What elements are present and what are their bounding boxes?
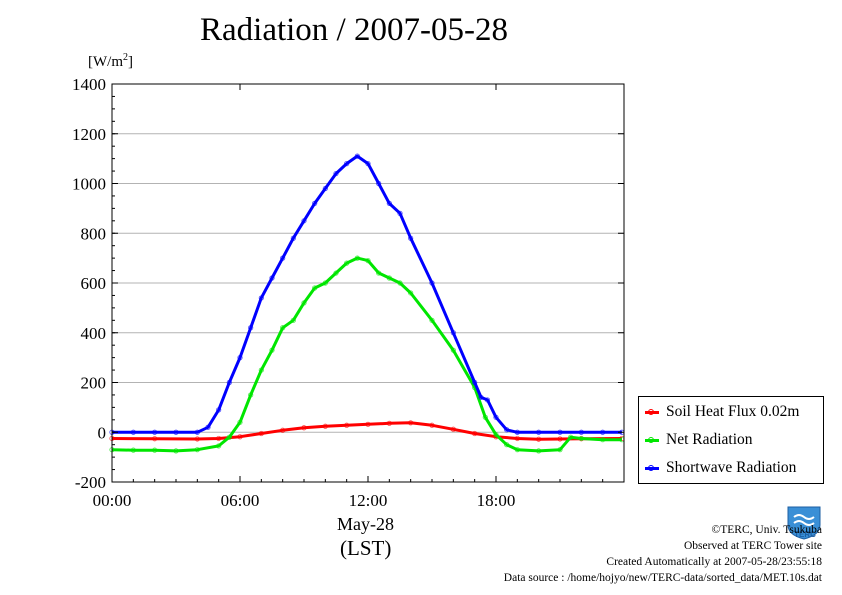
line-net-radiation xyxy=(111,256,622,453)
x-tick-label: 12:00 xyxy=(349,491,388,510)
y-tick-label: 1000 xyxy=(72,175,106,194)
legend-label: Net Radiation xyxy=(666,431,753,448)
series-shortwave-radiation xyxy=(109,153,625,435)
axes: -200 0 200 400 600 800 1000 1200 1400 00:00 06:00 1… xyxy=(72,75,625,510)
legend-label: Soil Heat Flux 0.02m xyxy=(666,403,800,420)
y-tick-label: 200 xyxy=(81,374,107,393)
y-tick-label: -200 xyxy=(75,473,106,492)
credit-copyright: ©TERC, Univ. Tsukuba xyxy=(711,524,822,536)
credit-observed: Observed at TERC Tower site xyxy=(683,540,822,552)
y-tick-label: 1200 xyxy=(72,125,106,144)
x-axis-date-label: May-28 xyxy=(337,514,394,534)
legend-label: Shortwave Radiation xyxy=(666,459,797,476)
y-tick-label: 600 xyxy=(81,274,107,293)
terc-logo-icon xyxy=(787,506,821,540)
x-axis-timezone-label: (LST) xyxy=(340,536,392,560)
logo-text: TERC xyxy=(794,530,816,539)
legend-item-soil-heat-flux: Soil Heat Flux 0.02m xyxy=(645,400,799,424)
legend-swatch-soil xyxy=(645,408,659,415)
legend-item-net-radiation: Net Radiation xyxy=(645,428,753,452)
credit-created: Created Automatically at 2007-05-28/23:5… xyxy=(606,556,822,568)
series-layer xyxy=(109,153,625,454)
x-tick-label: 00:00 xyxy=(93,491,132,510)
y-tick-label: 0 xyxy=(98,423,107,442)
credit-source: Data source : /home/hojyo/new/TERC-data/… xyxy=(503,572,822,584)
y-tick-label: 800 xyxy=(81,224,107,243)
credits: ©TERC, Univ. Tsukuba Observed at TERC To… xyxy=(504,522,822,586)
y-tick-label: 1400 xyxy=(72,75,106,94)
x-tick-label: 06:00 xyxy=(221,491,260,510)
x-tick-label: 18:00 xyxy=(477,491,516,510)
legend-swatch-net xyxy=(645,436,659,443)
legend-swatch-shortwave xyxy=(645,464,659,471)
legend-item-shortwave-radiation: Shortwave Radiation xyxy=(645,456,796,480)
legend: Soil Heat Flux 0.02m Net Radiation Short… xyxy=(638,396,824,484)
line-shortwave-radiation xyxy=(112,154,622,434)
y-axis-unit: [W/m2] xyxy=(88,52,133,70)
y-tick-label: 400 xyxy=(81,324,107,343)
chart-title: Radiation / 2007-05-28 xyxy=(200,12,508,48)
